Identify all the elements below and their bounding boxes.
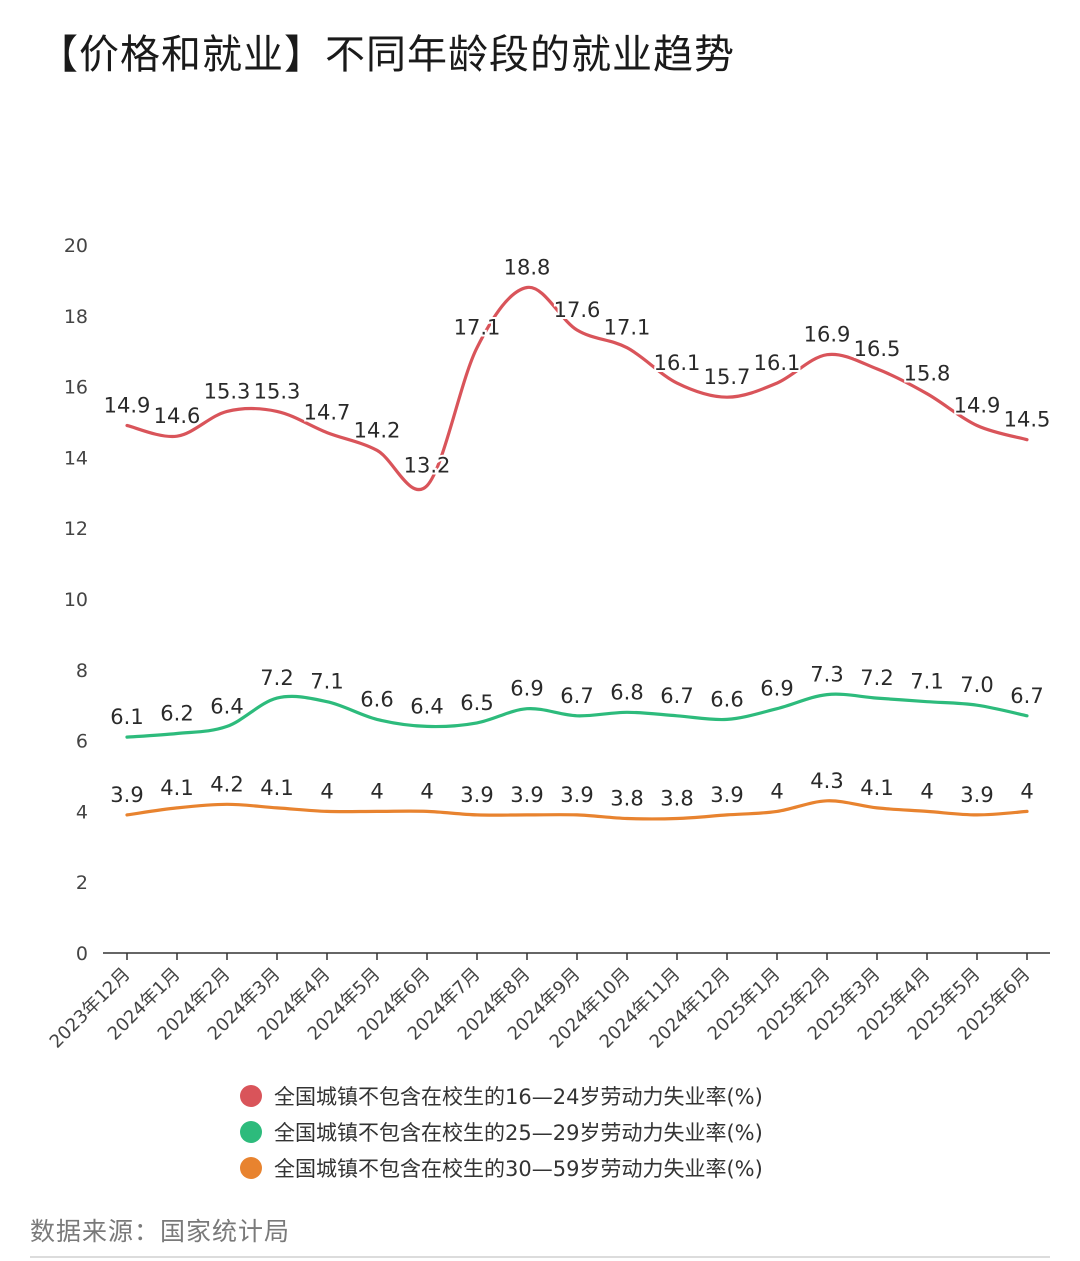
chart-legend: 全国城镇不包含在校生的16—24岁劳动力失业率(%) 全国城镇不包含在校生的25—… [240, 1078, 940, 1186]
data-label: 17.6 [554, 298, 601, 322]
data-label: 6.4 [410, 694, 443, 718]
data-label: 15.8 [904, 362, 951, 386]
data-label: 6.7 [560, 684, 593, 708]
data-label: 3.9 [710, 783, 743, 807]
data-label: 7.2 [860, 666, 893, 690]
data-label: 14.9 [104, 394, 151, 418]
data-label: 14.9 [954, 394, 1001, 418]
data-label: 14.2 [354, 418, 401, 442]
data-label: 3.8 [660, 786, 693, 810]
data-label: 6.9 [510, 677, 543, 701]
data-label: 3.9 [560, 783, 593, 807]
legend-label: 全国城镇不包含在校生的25—29岁劳动力失业率(%) [274, 1121, 763, 1145]
data-label: 6.1 [110, 705, 143, 729]
y-tick-label: 4 [76, 801, 88, 823]
y-tick-label: 6 [76, 731, 88, 753]
page-title: 【价格和就业】不同年龄段的就业趋势 [38, 32, 735, 78]
data-label: 15.3 [254, 379, 301, 403]
y-tick-label: 16 [64, 377, 88, 399]
bottom-divider [30, 1256, 1050, 1258]
data-label: 6.7 [660, 684, 693, 708]
legend-item[interactable]: 全国城镇不包含在校生的25—29岁劳动力失业率(%) [240, 1114, 940, 1150]
data-label: 16.5 [854, 337, 901, 361]
line-chart: 0 2 4 6 8 10 12 14 16 18 20 2023年12月2024年1月2024年2月… [46, 235, 1053, 1053]
data-label: 7.3 [810, 663, 843, 687]
source-note: 数据来源：国家统计局 [30, 1217, 291, 1246]
series-line [125, 799, 1029, 821]
data-label: 4 [1020, 779, 1033, 803]
data-label: 3.8 [610, 786, 643, 810]
data-label: 6.6 [710, 687, 743, 711]
y-tick-label: 10 [64, 589, 88, 611]
data-label: 14.7 [304, 401, 351, 425]
data-label: 7.2 [260, 666, 293, 690]
y-tick-label: 0 [76, 943, 88, 965]
data-label: 4 [370, 779, 383, 803]
data-label: 4.1 [860, 776, 893, 800]
data-label: 6.7 [1010, 684, 1043, 708]
data-label: 7.0 [960, 673, 993, 697]
data-label: 6.2 [160, 702, 193, 726]
y-tick-label: 2 [76, 872, 88, 894]
data-label: 6.6 [360, 687, 393, 711]
series-line [125, 692, 1029, 739]
data-label: 17.1 [454, 316, 501, 340]
data-label: 3.9 [510, 783, 543, 807]
data-label: 15.7 [704, 365, 751, 389]
data-label: 7.1 [910, 670, 943, 694]
series-line [125, 285, 1029, 492]
legend-label: 全国城镇不包含在校生的30—59岁劳动力失业率(%) [274, 1157, 763, 1181]
series-1: 14.9 14.615.3 15.314.714.213.217.118.817.6… [102, 253, 1052, 492]
data-label: 3.9 [960, 783, 993, 807]
legend-item[interactable]: 全国城镇不包含在校生的30—59岁劳动力失业率(%) [240, 1150, 940, 1186]
series-2: 6.1 6.2 6.4 7.2 7.1 6.6 6.4 6.5 6.9 6.7 6.8 6.7 6.6 6… [108, 661, 1046, 739]
legend-label: 全国城镇不包含在校生的16—24岁劳动力失业率(%) [274, 1085, 763, 1109]
data-label: 4.3 [810, 769, 843, 793]
legend-marker-icon [240, 1121, 262, 1143]
data-label: 6.5 [460, 691, 493, 715]
data-label: 16.1 [654, 351, 701, 375]
data-label: 15.3 [204, 379, 251, 403]
data-label: 4.1 [260, 776, 293, 800]
data-label: 13.2 [404, 454, 451, 478]
y-axis: 0 2 4 6 8 10 12 14 16 18 20 [64, 235, 88, 965]
data-label: 18.8 [504, 255, 551, 279]
data-label: 16.9 [804, 323, 851, 347]
legend-marker-icon [240, 1157, 262, 1179]
data-label: 3.9 [460, 783, 493, 807]
series-layer: 14.9 14.615.3 15.314.714.213.217.118.817.6… [102, 253, 1052, 821]
data-label: 4.1 [160, 776, 193, 800]
data-label: 6.4 [210, 694, 243, 718]
x-axis: 2023年12月2024年1月2024年2月2024年3月2024年4月2024… [46, 952, 1050, 1053]
data-label: 14.5 [1004, 408, 1051, 432]
y-tick-label: 8 [76, 660, 88, 682]
data-label: 17.1 [604, 316, 651, 340]
data-label: 4 [920, 779, 933, 803]
y-tick-label: 12 [64, 518, 88, 540]
y-tick-label: 14 [64, 447, 88, 469]
data-label: 4 [420, 779, 433, 803]
y-tick-label: 18 [64, 306, 88, 328]
data-label: 7.1 [310, 670, 343, 694]
data-label: 4 [770, 779, 783, 803]
legend-item[interactable]: 全国城镇不包含在校生的16—24岁劳动力失业率(%) [240, 1078, 940, 1114]
data-label: 4 [320, 779, 333, 803]
series-3: 3.9 4.1 4.2 4.1 4 4 4 3.9 3.9 3.9 3.8 3.8 3.9 4 4.3 4.1… [108, 767, 1036, 821]
data-label: 14.6 [154, 404, 201, 428]
data-label: 6.8 [610, 680, 643, 704]
data-label: 16.1 [754, 351, 801, 375]
y-tick-label: 20 [64, 235, 88, 257]
data-label: 4.2 [210, 772, 243, 796]
data-label: 3.9 [110, 783, 143, 807]
legend-marker-icon [240, 1085, 262, 1107]
data-label: 6.9 [760, 677, 793, 701]
